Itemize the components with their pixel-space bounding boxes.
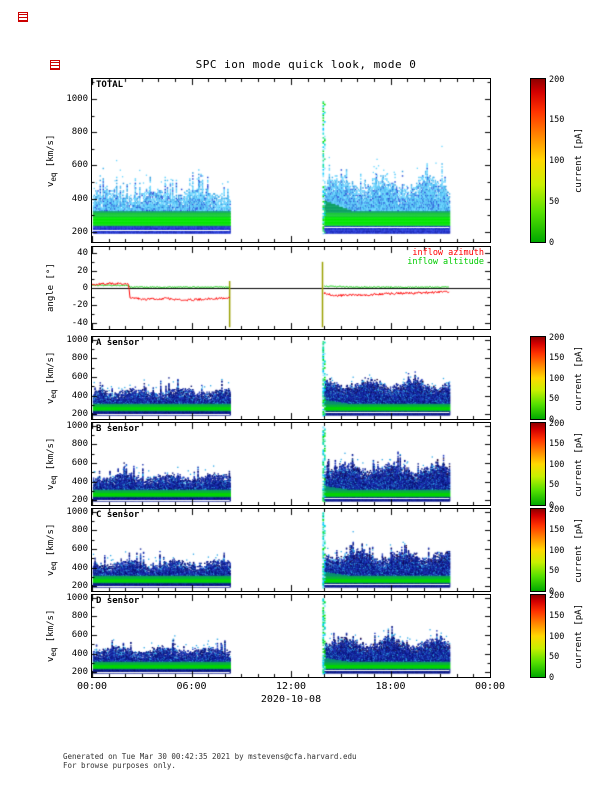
annotation-mark-icon (18, 12, 28, 22)
colorbar-tick-label: 50 (549, 652, 560, 662)
y-tick-label: 800 (71, 611, 88, 622)
colorbar-tick-label: 0 (549, 500, 555, 511)
footer: Generated on Tue Mar 30 00:42:35 2021 by… (63, 752, 357, 770)
panel-canvas-total (92, 79, 490, 242)
footer-browse-line: For browse purposes only. (63, 760, 176, 770)
x-tick-label: 06:00 (176, 681, 207, 692)
colorbar-tick-label: 150 (549, 439, 565, 449)
panel-label-a: A sensor (96, 338, 140, 348)
colorbar-tick-label: 100 (549, 459, 565, 470)
colorbar-tick-label: 100 (549, 545, 565, 556)
x-tick-label: 00:00 (474, 681, 506, 692)
y-tick-label: 200 (71, 409, 88, 420)
y-tick-label: 200 (71, 667, 88, 678)
colorbar-tick-label: 200 (549, 418, 565, 429)
colorbar-tick-label: 0 (549, 237, 555, 248)
colorbar-unit-label: current [pA] (574, 127, 584, 194)
legend-entry-0: inflow azimuth (412, 248, 484, 258)
y-tick-label: 200 (71, 495, 88, 506)
colorbar-unit-label: current [pA] (574, 345, 584, 411)
panel-canvas-b (92, 423, 490, 505)
y-tick-label: 600 (71, 630, 88, 641)
y-tick-label: 800 (71, 525, 88, 536)
y-tick-label: 1000 (66, 93, 88, 104)
panel-frame-b (91, 422, 491, 506)
colorbar-tick-label: 150 (549, 353, 565, 363)
y-tick-label: 0 (82, 283, 88, 293)
y-tick-label: 800 (71, 127, 88, 138)
colorbar-tick-label: 150 (549, 611, 565, 621)
y-tick-label: 800 (71, 439, 88, 450)
annotation-mark-icon (50, 60, 60, 70)
y-tick-label: 400 (71, 476, 88, 487)
colorbar-tick-label: 150 (549, 525, 565, 535)
colorbar-tick-label: 100 (549, 373, 565, 384)
colorbar-unit-label: current [pA] (574, 517, 584, 583)
colorbar-b (530, 422, 546, 506)
x-tick-label: 18:00 (375, 681, 406, 692)
colorbar-unit-label: current [pA] (574, 431, 584, 497)
panel-label-d: D sensor (96, 596, 140, 606)
colorbar-tick-label: 50 (549, 566, 560, 576)
panel-canvas-a (92, 337, 490, 419)
colorbar-tick-label: 200 (549, 332, 565, 343)
colorbar-a (530, 336, 546, 420)
panel-canvas-c (92, 509, 490, 591)
y-tick-label: 200 (71, 227, 88, 238)
y-tick-label: 200 (71, 581, 88, 592)
x-tick-label: 12:00 (275, 681, 307, 692)
colorbar-tick-label: 50 (549, 394, 560, 404)
footer-generated-line: Generated on Tue Mar 30 00:42:35 2021 by… (63, 752, 357, 761)
y-tick-label: -40 (71, 317, 88, 328)
y-tick-label: 600 (71, 458, 88, 469)
panel-label-c: C sensor (96, 510, 140, 520)
y-tick-label: 600 (71, 544, 88, 555)
y-tick-label: 1000 (66, 506, 88, 517)
x-tick-label: 00:00 (76, 681, 108, 692)
panel-frame-c (91, 508, 491, 592)
panel-canvas-angle (92, 247, 490, 329)
y-tick-label: 1000 (66, 420, 88, 431)
y-tick-label: 1000 (66, 592, 88, 603)
y-tick-label: 20 (77, 265, 88, 276)
legend-entry-1: inflow altitude (407, 257, 484, 267)
y-tick-label: 400 (71, 390, 88, 401)
colorbar-tick-label: 200 (549, 590, 565, 601)
y-tick-label: 400 (71, 562, 88, 573)
y-tick-label: 600 (71, 372, 88, 383)
panel-frame-d (91, 594, 491, 678)
colorbar-total (530, 78, 546, 243)
colorbar-tick-label: 200 (549, 74, 565, 85)
panel-label-total: TOTAL (96, 80, 124, 90)
panel-label-b: B sensor (96, 424, 140, 434)
panel-canvas-d (92, 595, 490, 677)
colorbar-tick-label: 0 (549, 586, 555, 597)
colorbar-tick-label: 100 (549, 631, 565, 642)
colorbar-tick-label: 50 (549, 196, 560, 207)
y-tick-label: 800 (71, 353, 88, 364)
x-axis-date-label: 2020-10-08 (260, 694, 322, 705)
y-tick-label: 400 (71, 193, 88, 204)
colorbar-tick-label: 50 (549, 480, 560, 490)
colorbar-tick-label: 0 (549, 414, 555, 425)
y-tick-label: 40 (77, 248, 88, 259)
y-tick-label: -20 (71, 300, 88, 311)
y-tick-label: 600 (71, 160, 88, 171)
colorbar-tick-label: 0 (549, 672, 555, 683)
y-tick-label: 400 (71, 648, 88, 659)
colorbar-tick-label: 150 (549, 115, 565, 126)
panel-frame-a (91, 336, 491, 420)
y-tick-label: 1000 (66, 334, 88, 345)
colorbar-tick-label: 100 (549, 156, 565, 166)
colorbar-tick-label: 200 (549, 504, 565, 515)
panel-frame-total (91, 78, 491, 243)
colorbar-c (530, 508, 546, 592)
chart-title: SPC ion mode quick look, mode 0 (195, 58, 417, 71)
colorbar-d (530, 594, 546, 678)
colorbar-unit-label: current [pA] (574, 603, 584, 669)
panel-frame-angle (91, 246, 491, 330)
